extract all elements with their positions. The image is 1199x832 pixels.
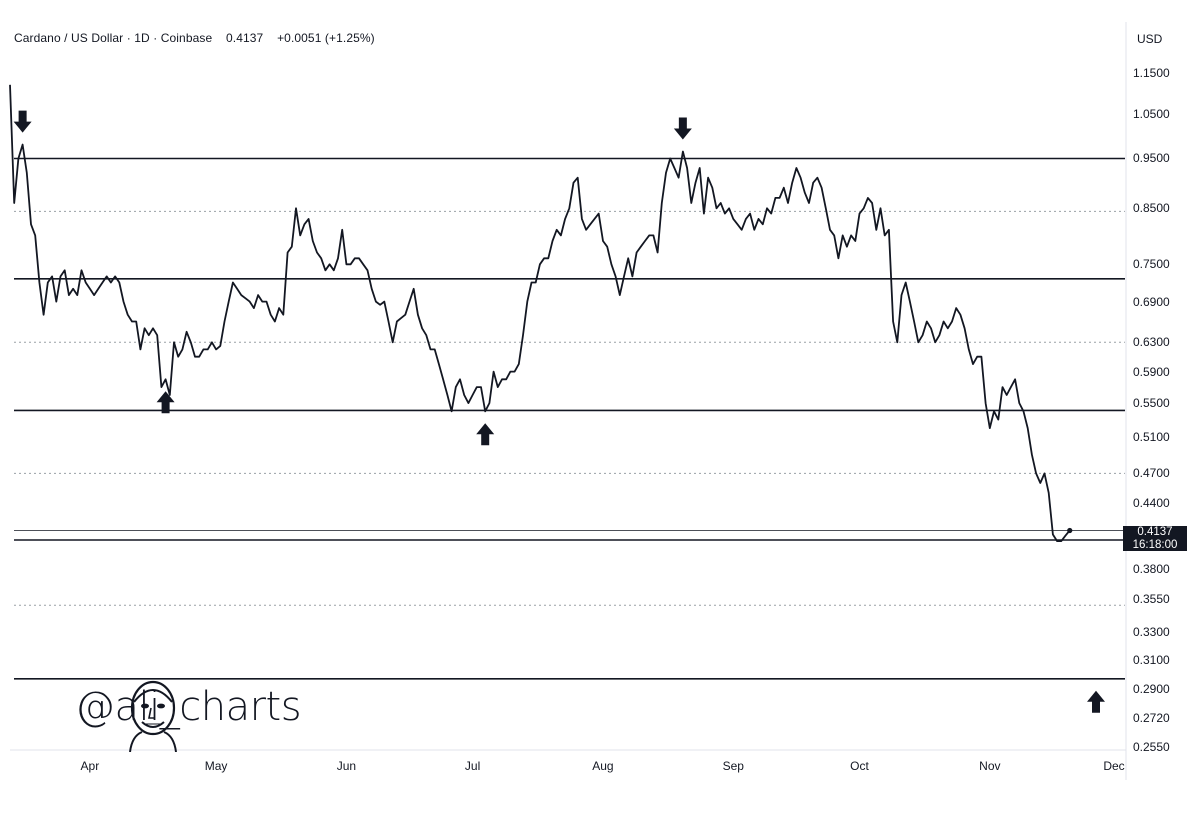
symbol-name: Cardano / US Dollar · 1D · Coinbase <box>14 31 213 45</box>
last-price-badge: 0.4137 16:18:00 <box>1123 526 1187 551</box>
time-tick-label: Sep <box>722 759 744 773</box>
price-tick-label: 0.9500 <box>1133 151 1170 166</box>
price-tick-label: 0.3550 <box>1133 591 1170 606</box>
arrow-up-icon <box>156 391 175 414</box>
arrow-markers <box>13 110 1105 713</box>
time-tick-label: Oct <box>850 759 869 773</box>
price-tick-label: 0.5900 <box>1133 364 1170 379</box>
symbol-legend[interactable]: Cardano / US Dollar · 1D · Coinbase 0.41… <box>14 31 375 45</box>
price-tick-label: 0.3300 <box>1133 624 1170 639</box>
badge-price: 0.4137 <box>1137 526 1173 538</box>
horizontal-levels <box>14 157 1125 680</box>
price-tick-label: 0.6900 <box>1133 294 1170 309</box>
price-tick-label: 0.2550 <box>1133 740 1170 754</box>
arrow-down-icon <box>673 117 692 140</box>
price-tick-label: 1.0500 <box>1133 106 1170 121</box>
arrow-up-icon <box>1087 690 1105 713</box>
price-tick-label: 0.2900 <box>1133 682 1170 697</box>
price-series <box>9 84 1073 542</box>
price-tick-label: 0.3800 <box>1133 561 1170 576</box>
change-label: +0.0051 (+1.25%) <box>277 31 375 45</box>
price-tick-label: 0.4700 <box>1133 466 1170 481</box>
price-tick-label: 0.5100 <box>1133 429 1170 444</box>
price-tick-label: 0.6300 <box>1133 335 1170 350</box>
time-tick-label: May <box>204 759 228 773</box>
price-tick-label: 0.8500 <box>1133 201 1170 216</box>
time-tick-label: Dec <box>1103 759 1125 773</box>
time-tick-label: Jul <box>464 759 481 773</box>
time-tick-label: Apr <box>80 759 100 773</box>
price-tick-label: 1.1500 <box>1133 66 1170 80</box>
badge-countdown: 16:18:00 <box>1132 538 1178 551</box>
price-tick-label: 0.2720 <box>1133 711 1170 726</box>
avatar-logo <box>129 680 177 752</box>
price-tick-label: 0.4400 <box>1133 495 1170 510</box>
price-tick-label: 0.7500 <box>1133 257 1170 272</box>
time-tick-label: Nov <box>979 759 1001 773</box>
time-tick-label: Jun <box>336 759 357 773</box>
price-tick-label: 0.5500 <box>1133 396 1170 411</box>
last-point <box>1067 527 1073 534</box>
arrow-down-icon <box>13 110 32 133</box>
arrow-up-icon <box>476 423 495 446</box>
time-tick-label: Aug <box>592 759 614 773</box>
price-line <box>9 84 1071 542</box>
last-price-label: 0.4137 <box>226 31 264 45</box>
currency-label[interactable]: USD <box>1137 32 1163 46</box>
brand-handle: @ali_charts <box>75 684 302 730</box>
price-tick-label: 0.3100 <box>1133 652 1170 667</box>
